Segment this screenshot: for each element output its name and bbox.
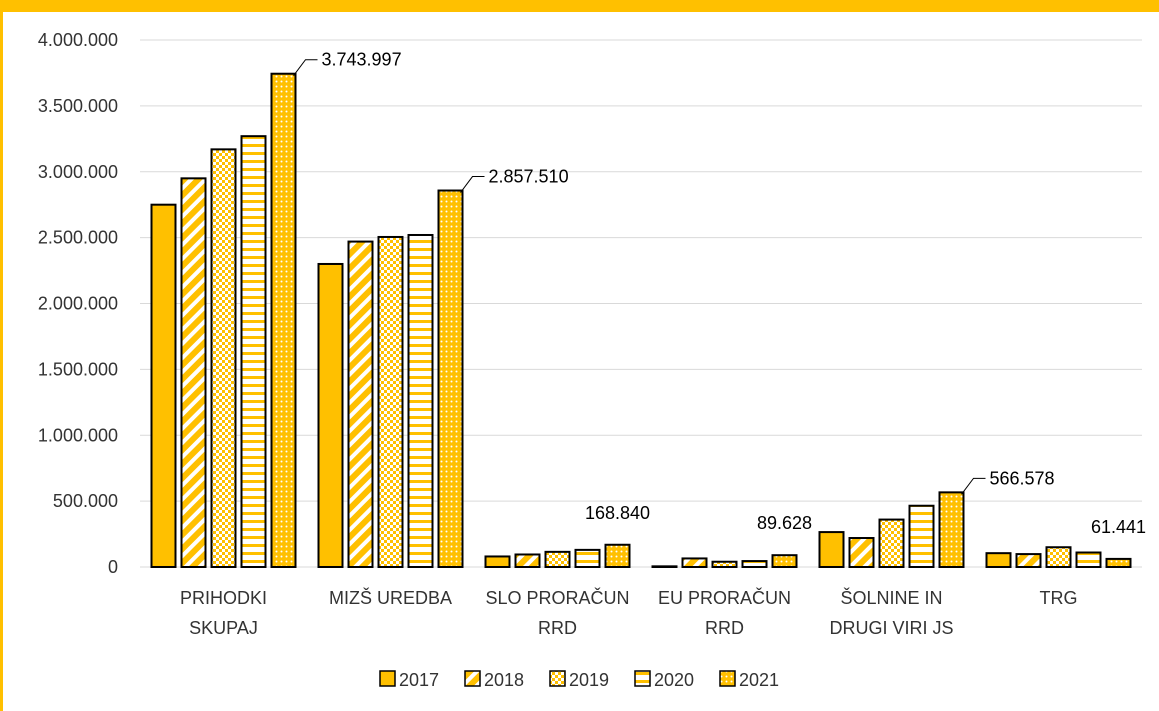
data-label: 566.578 <box>990 468 1055 488</box>
bar-2020-4 <box>908 504 935 568</box>
data-label: 3.743.997 <box>322 50 402 70</box>
bar-2021-0 <box>270 72 297 568</box>
bar-2020-2 <box>574 548 601 568</box>
bar-2019-0 <box>210 148 237 568</box>
bar-2017-2 <box>484 555 511 569</box>
y-tick-label: 500.000 <box>53 491 118 511</box>
category-label: MIZŠ UREDBA <box>329 587 452 608</box>
bar-2019-1 <box>377 235 404 568</box>
leader-line <box>961 477 986 495</box>
legend-label: 2019 <box>569 670 609 690</box>
y-tick-label: 1.500.000 <box>38 359 118 379</box>
bar-2017-5 <box>985 552 1012 569</box>
bar-2017-4 <box>818 531 845 568</box>
bar-2019-3 <box>711 560 738 568</box>
y-tick-label: 4.000.000 <box>38 30 118 50</box>
y-tick-label: 1.000.000 <box>38 425 118 445</box>
bar-2018-3 <box>681 557 708 569</box>
data-label: 168.840 <box>585 503 650 523</box>
legend-swatch <box>719 670 736 687</box>
bar-2018-1 <box>347 240 374 568</box>
y-tick-label: 3.500.000 <box>38 96 118 116</box>
legend-label: 2018 <box>484 670 524 690</box>
y-tick-label: 2.500.000 <box>38 228 118 248</box>
category-label: PRIHODKI <box>180 588 267 608</box>
bar-2018-0 <box>180 177 207 568</box>
bar-2019-2 <box>544 550 571 569</box>
legend: 2017 2018 2019 2020 2021 <box>379 670 779 690</box>
bars <box>150 72 1132 569</box>
legend-swatch <box>464 670 481 687</box>
bar-2021-1 <box>437 189 464 568</box>
data-labels: 3.743.997 2.857.510 168.840 89.628 566.578 61… <box>293 50 1146 537</box>
category-label: RRD <box>538 618 577 638</box>
y-tick-label: 2.000.000 <box>38 294 118 314</box>
data-label: 2.857.510 <box>489 167 569 187</box>
category-label: RRD <box>705 618 744 638</box>
bar-2021-4 <box>938 491 965 569</box>
legend-swatch <box>549 670 566 687</box>
leader-line <box>460 176 485 193</box>
bar-2020-5 <box>1075 551 1102 569</box>
top-accent-bar <box>0 0 1159 12</box>
legend-label: 2017 <box>399 670 439 690</box>
category-label: ŠOLNINE IN <box>840 587 942 608</box>
bar-2021-3 <box>771 554 798 569</box>
legend-label: 2020 <box>654 670 694 690</box>
bar-2020-3 <box>741 560 768 568</box>
category-label: SKUPAJ <box>189 618 258 638</box>
bar-2017-1 <box>317 262 344 568</box>
y-axis: 0 500.000 1.000.000 1.500.000 2.000.000 2.500… <box>38 30 118 577</box>
bar-2018-2 <box>514 553 541 569</box>
gridlines <box>140 39 1142 568</box>
bar-2019-4 <box>878 518 905 569</box>
bar-2021-2 <box>604 543 631 568</box>
bar-2018-5 <box>1015 553 1042 569</box>
x-axis: PRIHODKI SKUPAJ MIZŠ UREDBA SLO PRORAČUN RRD… <box>180 587 1078 638</box>
legend-swatch <box>634 670 651 687</box>
y-tick-label: 3.000.000 <box>38 162 118 182</box>
category-label: EU PRORAČUN <box>658 587 791 608</box>
data-label: 89.628 <box>757 513 812 533</box>
y-tick-label: 0 <box>108 557 118 577</box>
data-label: 61.441 <box>1091 517 1146 537</box>
bar-2021-5 <box>1105 557 1132 569</box>
bar-2018-4 <box>848 537 875 569</box>
category-label: SLO PRORAČUN <box>485 587 629 608</box>
legend-label: 2021 <box>739 670 779 690</box>
bar-2017-0 <box>150 203 177 568</box>
bar-2017-3 <box>651 565 678 568</box>
legend-swatch <box>379 670 396 687</box>
bar-2020-0 <box>240 135 267 569</box>
bar-2019-5 <box>1045 546 1072 568</box>
bar-2020-1 <box>407 233 434 569</box>
category-label: DRUGI VIRI JS <box>829 618 953 638</box>
category-label: TRG <box>1040 588 1078 608</box>
leader-line <box>293 59 318 77</box>
left-accent-bar <box>0 0 3 711</box>
